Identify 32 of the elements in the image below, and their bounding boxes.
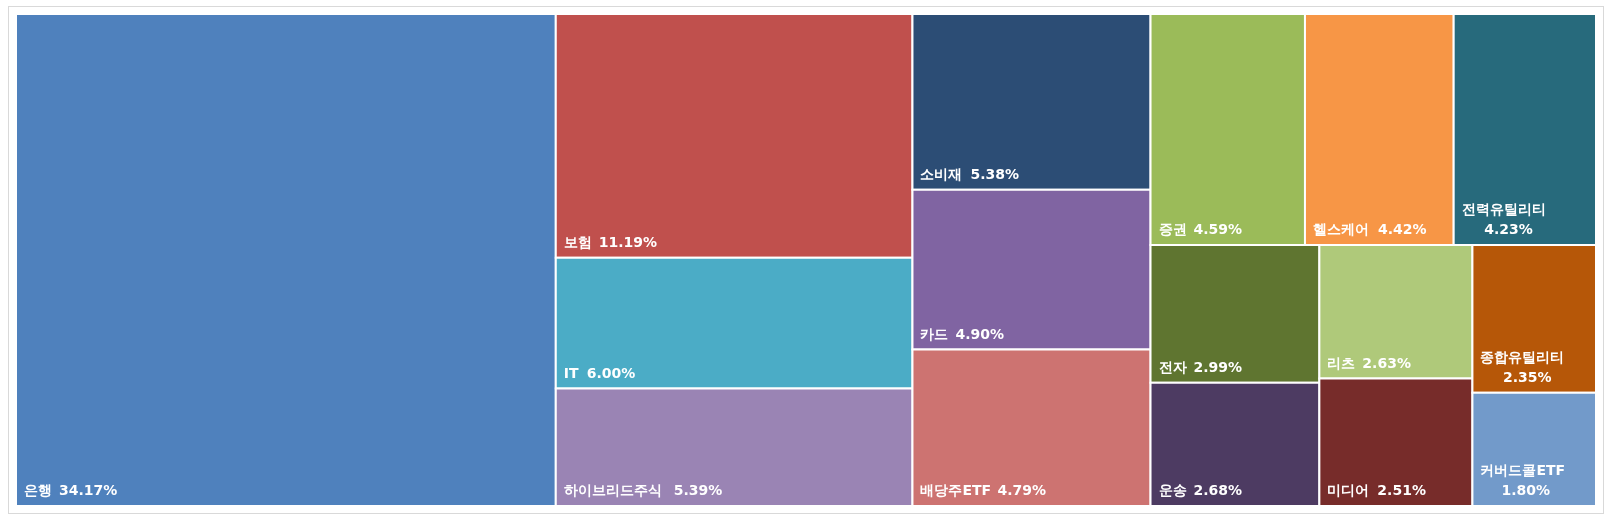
data-label: 4.59% <box>1193 221 1243 237</box>
category-label: 증권 <box>1158 221 1187 237</box>
data-label: 2.63% <box>1362 354 1411 371</box>
category-label: IT <box>563 364 579 381</box>
category-label: 전자 <box>1158 358 1187 375</box>
category-label: 하이브리드주식 <box>563 482 662 498</box>
category-label: 배당주ETF <box>920 482 992 498</box>
data-label: 4.42% <box>1377 221 1427 237</box>
data-label: 34.17% <box>59 482 118 498</box>
data-label: 4.79% <box>997 482 1047 498</box>
category-label: 운송 <box>1158 482 1187 498</box>
category-label: 헬스케어 <box>1312 221 1369 237</box>
category-label: 종합유틸리티 <box>1480 348 1565 365</box>
data-label: 2.99% <box>1193 358 1243 375</box>
data-label: 5.38% <box>970 165 1020 182</box>
data-label: 1.80% <box>1501 482 1550 498</box>
category-label: 은행 <box>24 482 52 498</box>
category-label: 전력유틸리티 <box>1461 201 1546 217</box>
category-label: 소비재 <box>920 165 963 182</box>
data-label: 11.19% <box>598 233 658 250</box>
category-label: 커버드콜ETF <box>1480 462 1566 478</box>
data-label: 4.23% <box>1484 221 1533 237</box>
data-label: 6.00% <box>586 364 636 381</box>
data-label: 2.68% <box>1193 482 1243 498</box>
category-label: 보험 <box>563 233 592 250</box>
category-label: 미디어 <box>1327 482 1370 498</box>
category-label: 리츠 <box>1327 354 1356 371</box>
category-label: 카드 <box>920 325 949 342</box>
data-label: 2.51% <box>1377 482 1426 498</box>
data-label: 4.90% <box>955 325 1005 342</box>
data-label: 5.39% <box>673 482 723 498</box>
data-label: 2.35% <box>1502 368 1552 385</box>
